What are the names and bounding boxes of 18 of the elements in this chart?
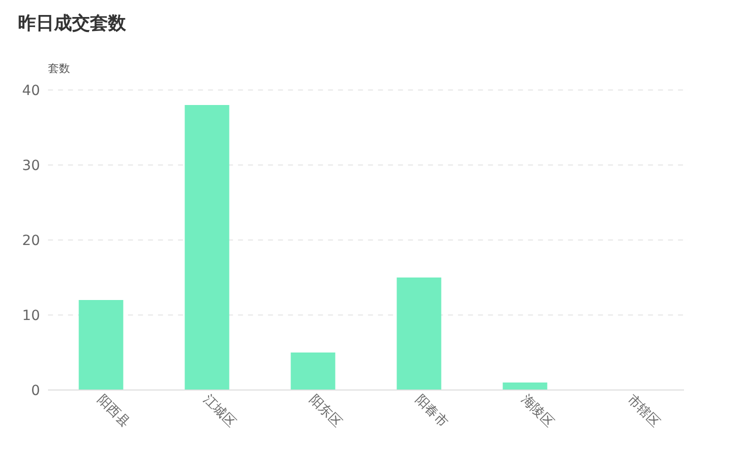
y-tick-label: 10 xyxy=(22,308,40,324)
y-tick-label: 0 xyxy=(31,383,40,399)
bar xyxy=(184,105,230,390)
bar xyxy=(78,300,124,390)
x-tick-label: 海陵区 xyxy=(518,392,556,430)
x-tick-label: 市辖区 xyxy=(624,392,662,430)
x-tick-label: 阳春市 xyxy=(412,392,450,430)
x-tick-label: 阳东区 xyxy=(306,392,344,430)
bar xyxy=(290,352,336,390)
x-tick-label: 阳西县 xyxy=(94,392,132,430)
y-tick-label: 30 xyxy=(22,158,40,174)
y-tick-label: 20 xyxy=(22,233,40,249)
x-tick-label: 江城区 xyxy=(200,392,238,430)
y-tick-label: 40 xyxy=(22,83,40,99)
bar xyxy=(502,382,548,390)
chart-title: 昨日成交套数 xyxy=(18,13,127,34)
bar xyxy=(396,278,442,390)
y-axis-title: 套数 xyxy=(48,62,70,75)
